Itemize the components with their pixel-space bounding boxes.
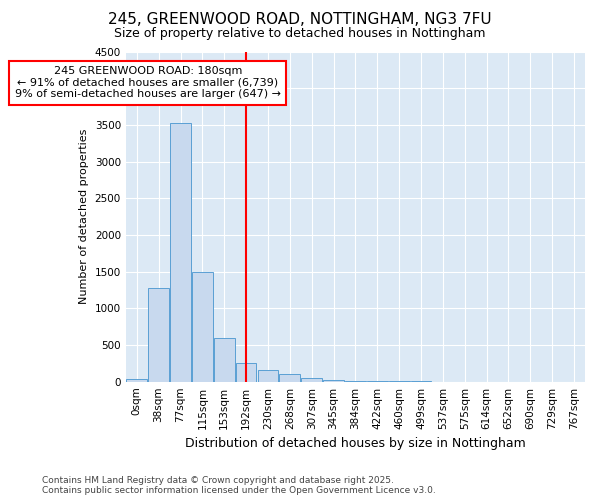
- Bar: [257, 370, 278, 382]
- Bar: [214, 338, 235, 382]
- Bar: [345, 381, 366, 382]
- Y-axis label: Number of detached properties: Number of detached properties: [79, 129, 89, 304]
- Bar: [236, 364, 256, 382]
- Bar: [280, 374, 300, 382]
- Bar: [323, 380, 344, 382]
- Text: Size of property relative to detached houses in Nottingham: Size of property relative to detached ho…: [114, 28, 486, 40]
- Bar: [301, 378, 322, 382]
- Bar: [192, 272, 213, 382]
- X-axis label: Distribution of detached houses by size in Nottingham: Distribution of detached houses by size …: [185, 437, 526, 450]
- Bar: [170, 122, 191, 382]
- Text: Contains HM Land Registry data © Crown copyright and database right 2025.
Contai: Contains HM Land Registry data © Crown c…: [42, 476, 436, 495]
- Bar: [148, 288, 169, 382]
- Bar: [127, 380, 147, 382]
- Text: 245 GREENWOOD ROAD: 180sqm
← 91% of detached houses are smaller (6,739)
9% of se: 245 GREENWOOD ROAD: 180sqm ← 91% of deta…: [15, 66, 281, 100]
- Text: 245, GREENWOOD ROAD, NOTTINGHAM, NG3 7FU: 245, GREENWOOD ROAD, NOTTINGHAM, NG3 7FU: [108, 12, 492, 28]
